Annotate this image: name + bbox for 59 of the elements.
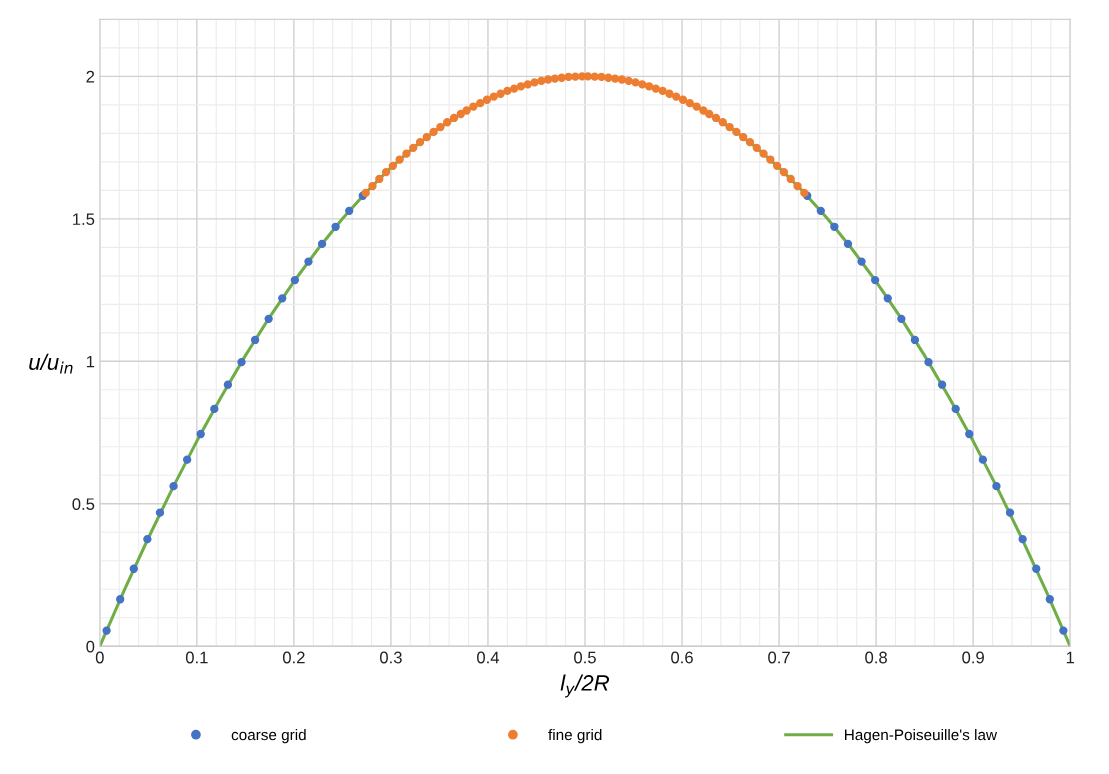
x-tick-label: 1	[1066, 651, 1075, 664]
point	[978, 455, 988, 464]
x-tick-label: 0.3	[379, 651, 402, 664]
x-tick-label: 0.2	[282, 651, 305, 664]
point	[830, 222, 839, 231]
y-tick-label: 1.5	[73, 213, 95, 226]
point	[129, 564, 138, 573]
point	[992, 481, 1001, 491]
point	[116, 595, 125, 604]
point	[278, 294, 287, 303]
point	[843, 239, 853, 249]
y-tick-label: 2	[86, 70, 95, 83]
point	[1032, 564, 1041, 573]
point	[816, 206, 825, 216]
point	[1018, 534, 1027, 544]
point	[182, 455, 192, 464]
point	[196, 429, 205, 439]
point	[304, 257, 313, 266]
x-tick-label: 0.6	[671, 651, 693, 664]
point	[951, 404, 960, 414]
point	[155, 508, 165, 517]
point	[883, 294, 892, 303]
point	[102, 626, 111, 635]
x-tick-label: 0.1	[185, 651, 208, 664]
y-axis-title: u/u$_{in}$	[29, 353, 73, 374]
point	[264, 314, 273, 324]
point	[937, 380, 947, 389]
point	[870, 275, 880, 285]
point	[897, 314, 906, 324]
point	[910, 335, 920, 345]
x-tick-label: 0.7	[768, 651, 790, 664]
point	[317, 239, 327, 249]
point	[290, 275, 300, 285]
x-tick-label: 0	[95, 651, 104, 664]
point	[210, 404, 219, 414]
point	[1045, 595, 1054, 604]
point	[345, 206, 354, 216]
point	[331, 222, 340, 231]
point	[857, 257, 866, 266]
x-tick-label: 0.9	[962, 651, 984, 664]
point	[143, 534, 152, 544]
legend-label: coarse grid	[231, 729, 306, 744]
point	[223, 380, 233, 389]
x-tick-label: 0.8	[865, 651, 887, 664]
point	[1059, 626, 1068, 635]
y-tick-label: 0	[86, 640, 95, 653]
legend-label: Hagen-Poiseuille's law	[845, 729, 998, 744]
x-axis-title: l$_{y}$/2R	[560, 674, 610, 698]
point	[250, 335, 260, 345]
point	[1005, 508, 1015, 517]
point	[965, 429, 974, 439]
y-tick-label: 0.5	[72, 498, 95, 511]
point	[237, 358, 246, 367]
legend-label: fine grid	[548, 729, 602, 744]
x-tick-label: 0.5	[574, 651, 596, 664]
y-tick-label: 1	[86, 355, 95, 368]
point	[169, 481, 178, 491]
point	[924, 358, 933, 367]
x-tick-label: 0.4	[477, 651, 500, 664]
